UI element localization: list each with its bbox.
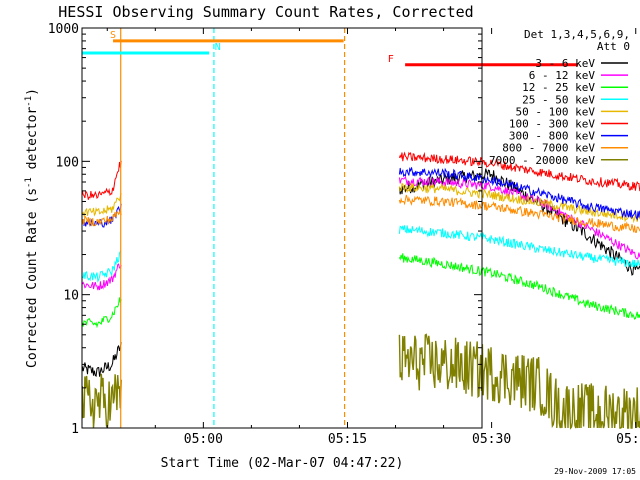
legend-label: 25 - 50 keV bbox=[522, 93, 595, 106]
legend-entry: 100 - 300 keV bbox=[509, 118, 628, 131]
y-tick-label: 1000 bbox=[48, 22, 79, 37]
chart-title: HESSI Observing Summary Count Rates, Cor… bbox=[58, 3, 473, 21]
y-axis-label-sup-2: -1 bbox=[24, 96, 34, 107]
legend-title-line-1: Det 1,3,4,5,6,9, bbox=[524, 28, 630, 41]
series-12-25-kev bbox=[81, 253, 640, 329]
series-line-segment-1 bbox=[81, 193, 122, 218]
y-tick-label: 10 bbox=[63, 289, 79, 304]
legend-entry: 300 - 800 keV bbox=[509, 130, 628, 143]
series-line-segment-1 bbox=[81, 297, 122, 329]
y-axis-label: Corrected Count Rate (s-1 detector-1) bbox=[24, 88, 40, 368]
series-line-segment-2 bbox=[398, 151, 640, 192]
legend-label: 50 - 100 keV bbox=[516, 105, 596, 118]
x-tick-label: 05:30 bbox=[472, 432, 511, 447]
x-tick-label: 05:00 bbox=[184, 432, 223, 447]
annotation-label-s: S bbox=[110, 30, 116, 41]
series-line-segment-1 bbox=[81, 263, 122, 291]
legend-entry: 25 - 50 keV bbox=[522, 93, 628, 106]
x-axis-label: Start Time (02-Mar-07 04:47:22) bbox=[161, 456, 404, 471]
series-line-segment-1 bbox=[81, 250, 122, 283]
y-axis-label-main: Corrected Count Rate (s bbox=[25, 188, 40, 368]
series-line-segment-1 bbox=[81, 373, 122, 429]
legend-entry: 3 - 6 keV bbox=[535, 57, 628, 70]
legend-label: 100 - 300 keV bbox=[509, 118, 595, 131]
legend-entry: 800 - 7000 keV bbox=[502, 142, 628, 155]
series-line-segment-2 bbox=[398, 194, 640, 234]
y-axis-label-sup-1: -1 bbox=[24, 177, 34, 188]
series-line-segment-1 bbox=[81, 208, 122, 227]
plot-data-layer bbox=[81, 151, 640, 430]
legend-label: 12 - 25 keV bbox=[522, 81, 595, 94]
series-line-segment-1 bbox=[81, 342, 122, 378]
plot-frame bbox=[81, 27, 483, 429]
series-line-segment-2 bbox=[398, 167, 640, 221]
annotation-label-f: F bbox=[388, 54, 394, 65]
series-50-100-kev bbox=[81, 182, 640, 224]
legend-entry: 7000 - 20000 keV bbox=[489, 154, 628, 167]
legend-label: 3 - 6 keV bbox=[535, 57, 595, 70]
legend-label: 800 - 7000 keV bbox=[502, 142, 595, 155]
x-tick-label: 05:45 bbox=[616, 432, 640, 447]
legend-entry: 12 - 25 keV bbox=[522, 81, 628, 94]
legend-label: 300 - 800 keV bbox=[509, 130, 595, 143]
legend-title-line-2: Att 0 bbox=[597, 40, 630, 53]
legend-entry: 50 - 100 keV bbox=[516, 105, 628, 118]
y-axis-label-mid: detector bbox=[25, 107, 40, 178]
series-7000-20000-kev bbox=[81, 333, 640, 430]
series-800-7000-kev bbox=[81, 194, 640, 234]
series-line-segment-2 bbox=[398, 333, 640, 430]
series-100-300-kev bbox=[81, 151, 640, 200]
series-line-segment-2 bbox=[398, 175, 640, 260]
annotation-label-n: N bbox=[215, 42, 221, 53]
legend-entry: 6 - 12 keV bbox=[529, 69, 628, 82]
footer-timestamp: 29-Nov-2009 17:05 bbox=[554, 467, 636, 476]
legend-label: 7000 - 20000 keV bbox=[489, 154, 595, 167]
x-tick-label: 05:15 bbox=[328, 432, 367, 447]
y-axis-label-end: ) bbox=[25, 88, 40, 96]
series-line-segment-1 bbox=[81, 160, 122, 200]
series-line-segment-2 bbox=[398, 168, 640, 276]
series-line-segment-2 bbox=[398, 253, 640, 320]
series-line-segment-2 bbox=[398, 225, 640, 268]
y-tick-label: 1 bbox=[71, 422, 79, 437]
annotation-layer: S N F bbox=[82, 28, 579, 428]
series-line-segment-2 bbox=[398, 182, 640, 224]
y-tick-label: 100 bbox=[56, 155, 79, 170]
series-25-50-kev bbox=[81, 225, 640, 283]
legend-label: 6 - 12 keV bbox=[529, 69, 596, 82]
series-6-12-kev bbox=[81, 175, 640, 291]
series-3-6-kev bbox=[81, 168, 640, 378]
